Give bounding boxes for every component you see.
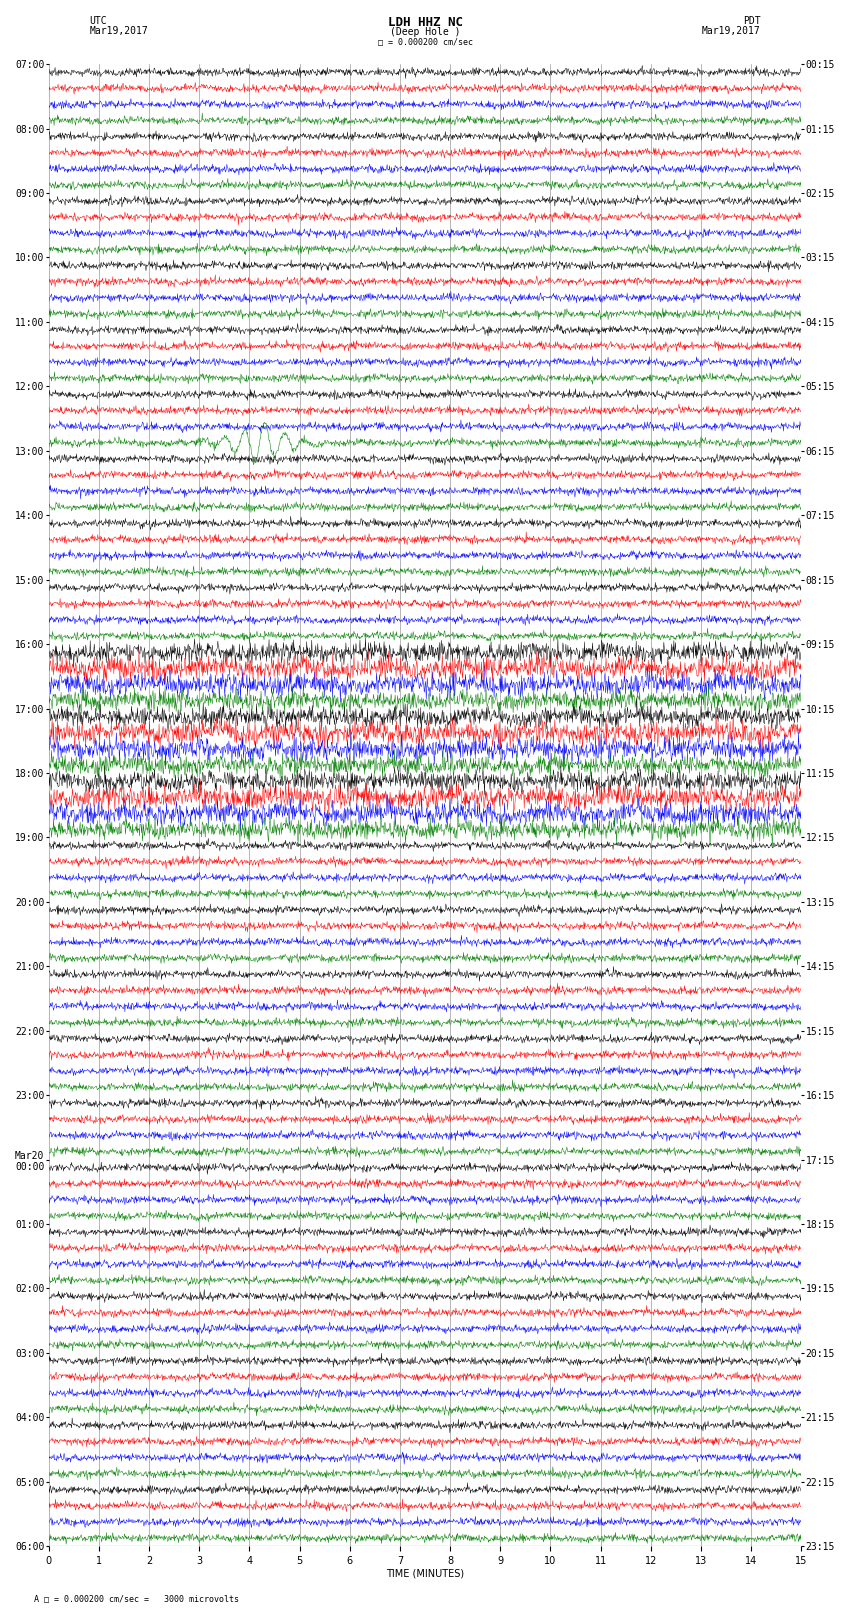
Text: (Deep Hole ): (Deep Hole ) [390,27,460,37]
Text: LDH HHZ NC: LDH HHZ NC [388,16,462,29]
Text: A □ = 0.000200 cm/sec =   3000 microvolts: A □ = 0.000200 cm/sec = 3000 microvolts [34,1594,239,1603]
Text: Mar19,2017: Mar19,2017 [89,26,148,35]
Text: UTC: UTC [89,16,107,26]
Text: PDT: PDT [743,16,761,26]
Text: □ = 0.000200 cm/sec: □ = 0.000200 cm/sec [377,37,473,47]
Text: Mar19,2017: Mar19,2017 [702,26,761,35]
X-axis label: TIME (MINUTES): TIME (MINUTES) [386,1569,464,1579]
